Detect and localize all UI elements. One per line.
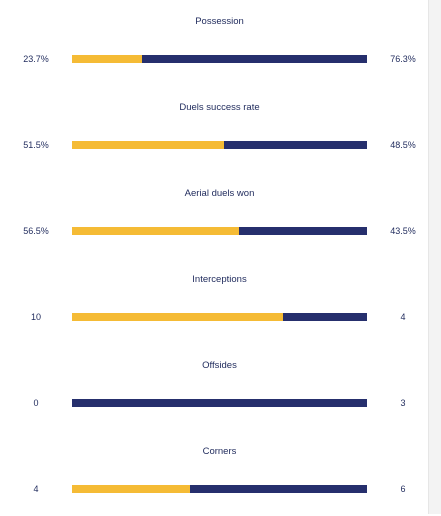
stat-row-offsides: Offsides 0 3 <box>0 344 428 430</box>
home-value: 10 <box>30 312 41 322</box>
away-value: 43.5% <box>390 226 416 236</box>
away-value: 4 <box>400 312 406 322</box>
home-value: 56.5% <box>23 226 49 236</box>
comparison-bar <box>72 55 367 63</box>
comparison-bar <box>72 485 367 493</box>
comparison-bar <box>72 399 367 407</box>
home-value: 23.7% <box>23 54 49 64</box>
stat-title: Aerial duels won <box>184 188 255 199</box>
stat-title: Offsides <box>202 360 237 371</box>
comparison-bar <box>72 227 367 235</box>
away-bar-segment <box>72 399 367 407</box>
away-value: 76.3% <box>390 54 416 64</box>
stat-row-interceptions: Interceptions 10 4 <box>0 258 428 344</box>
away-bar-segment <box>282 313 367 321</box>
stat-row-corners: Corners 4 6 <box>0 430 428 516</box>
away-bar-segment <box>238 227 367 235</box>
stat-title: Duels success rate <box>179 102 260 113</box>
home-value: 51.5% <box>23 140 49 150</box>
away-value: 6 <box>400 484 406 494</box>
home-bar-segment <box>72 141 224 149</box>
stat-title: Possession <box>195 16 244 27</box>
away-bar-segment <box>223 141 367 149</box>
away-bar-segment <box>190 485 367 493</box>
away-value: 48.5% <box>390 140 416 150</box>
scrollbar-track[interactable] <box>428 0 441 514</box>
away-bar-segment <box>141 55 367 63</box>
stat-row-possession: Possession 23.7% 76.3% <box>0 0 428 86</box>
away-value: 3 <box>400 398 406 408</box>
stat-title: Corners <box>202 446 237 457</box>
match-stats-panel: Possession 23.7% 76.3% Duels success rat… <box>0 0 428 516</box>
home-bar-segment <box>72 485 190 493</box>
comparison-bar <box>72 313 367 321</box>
stat-title: Interceptions <box>192 274 247 285</box>
home-value: 0 <box>33 398 39 408</box>
comparison-bar <box>72 141 367 149</box>
home-value: 4 <box>33 484 39 494</box>
stat-row-duels-success-rate: Duels success rate 51.5% 48.5% <box>0 86 428 172</box>
home-bar-segment <box>72 313 283 321</box>
home-bar-segment <box>72 227 239 235</box>
stat-row-aerial-duels-won: Aerial duels won 56.5% 43.5% <box>0 172 428 258</box>
home-bar-segment <box>72 55 142 63</box>
